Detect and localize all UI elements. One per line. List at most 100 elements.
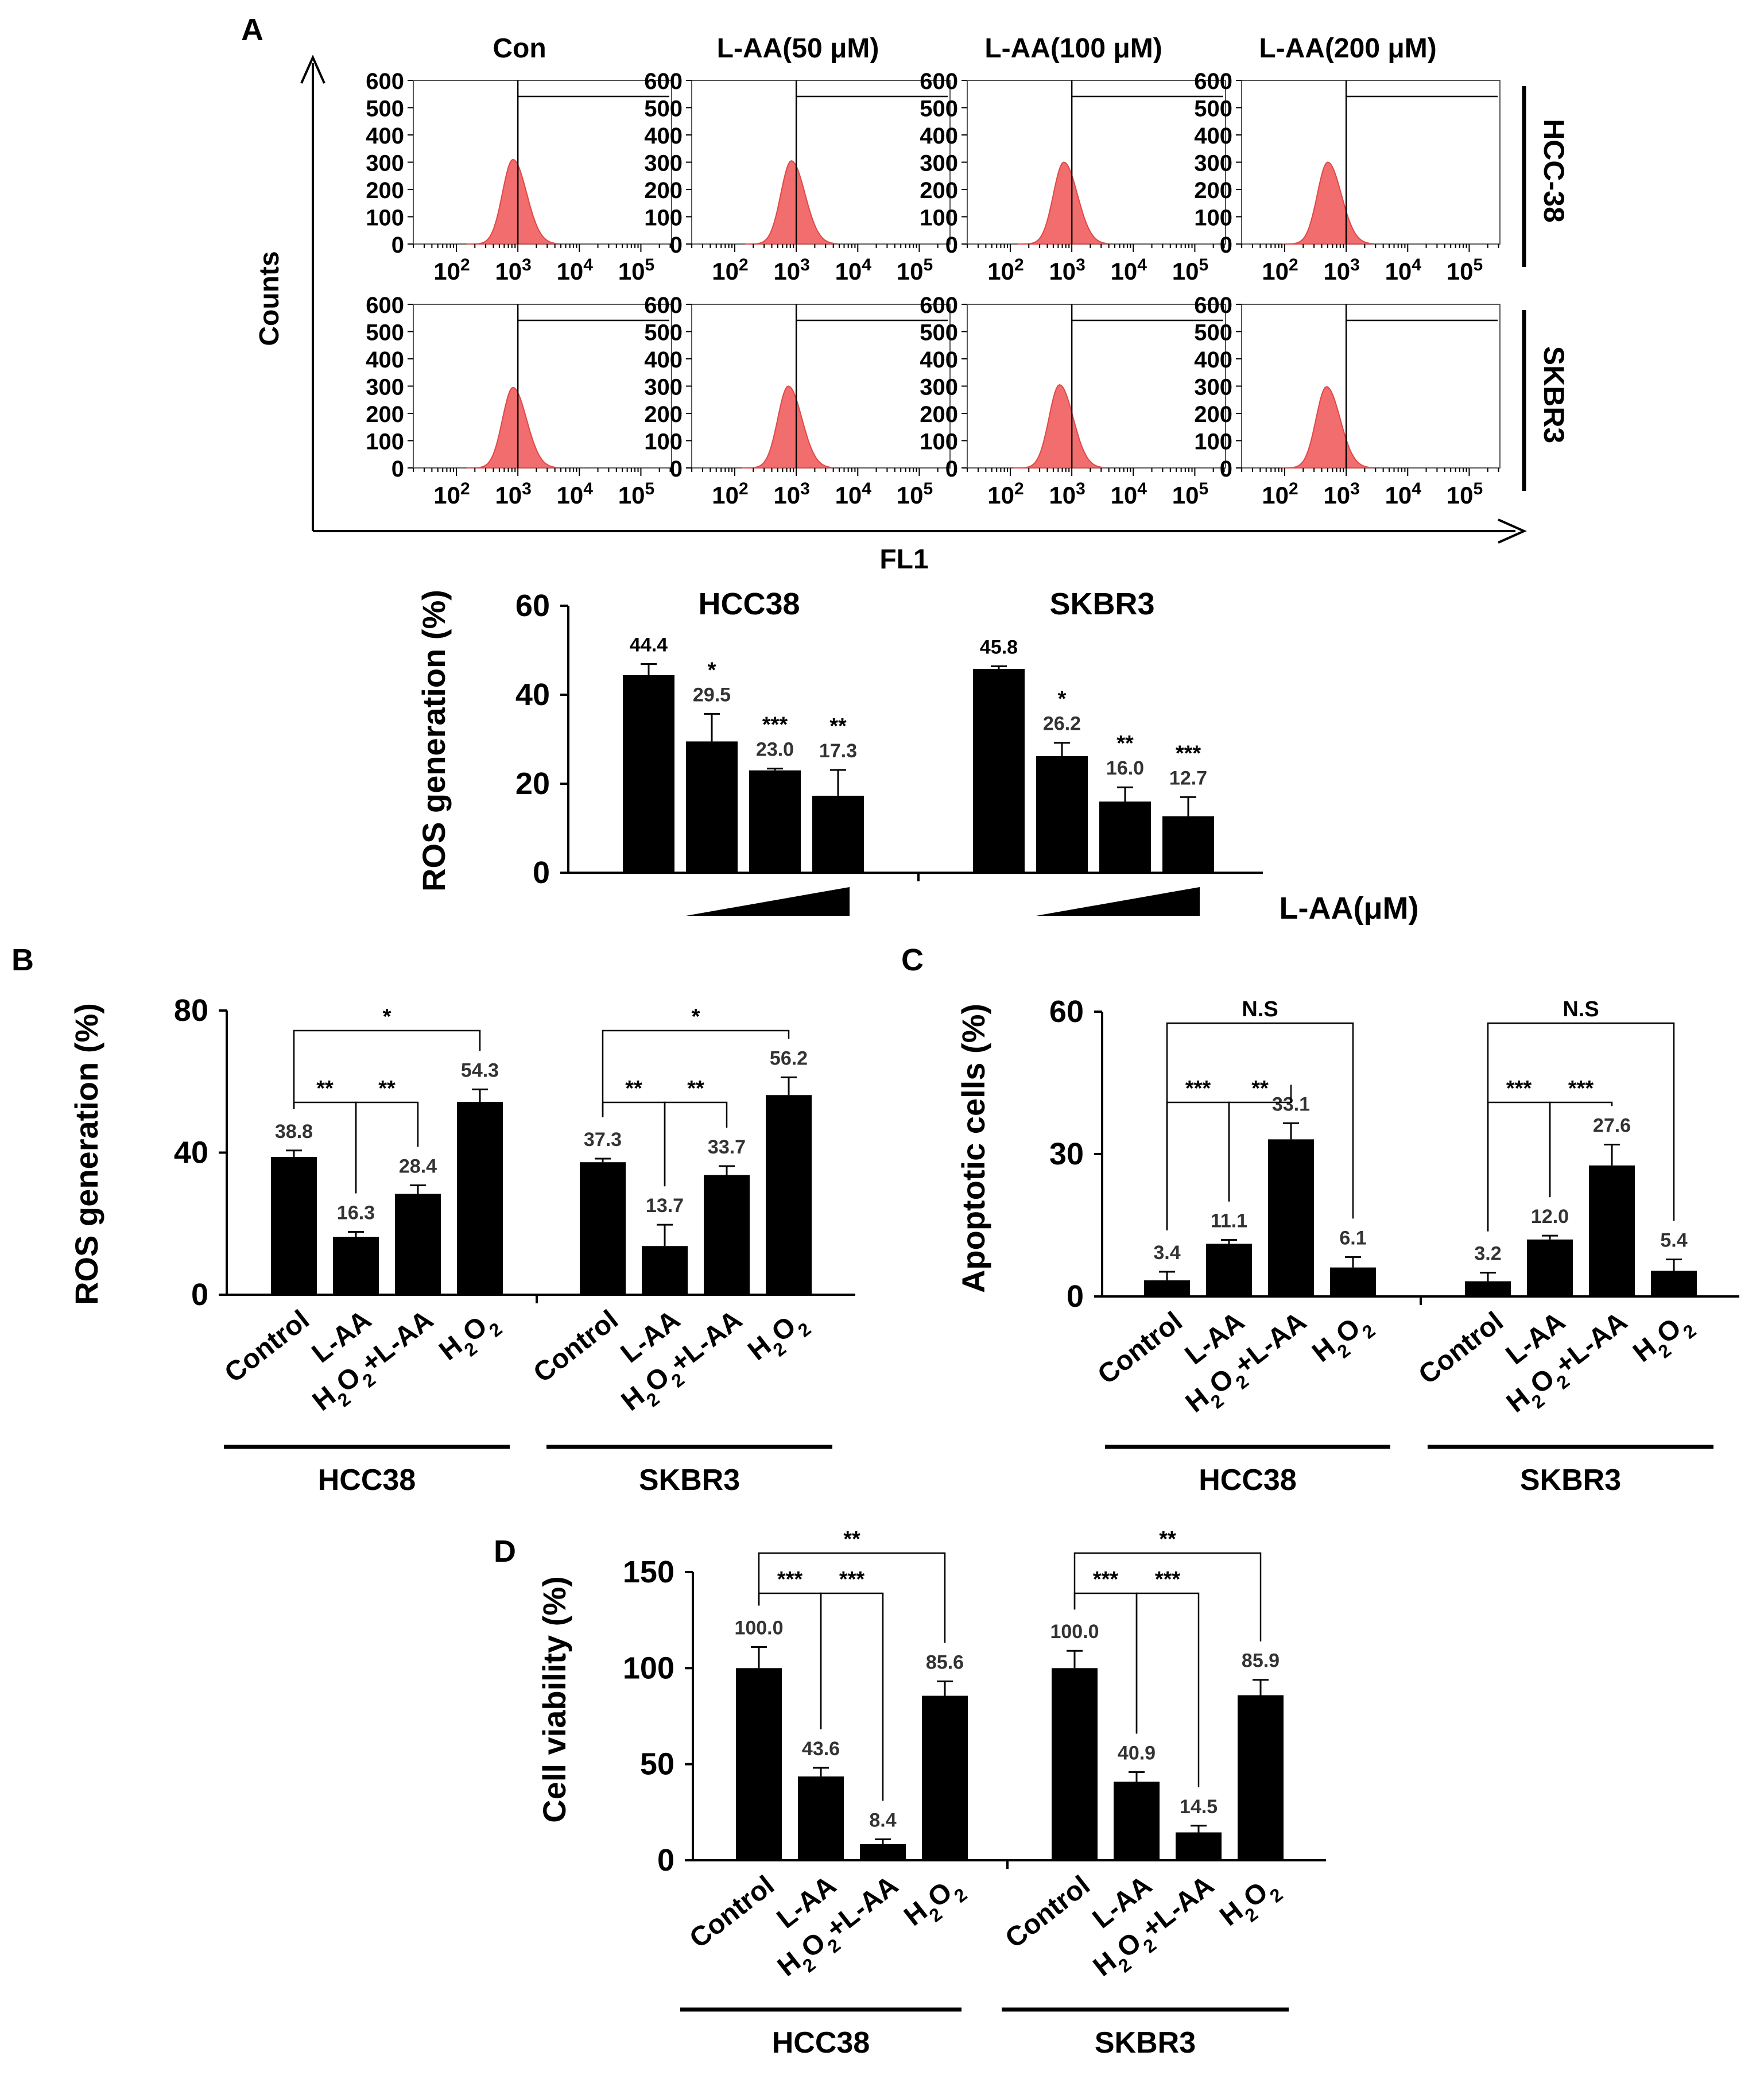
- significance-marker: ***: [1506, 1077, 1532, 1101]
- dose-wedge-icon: [686, 887, 850, 916]
- flow-y-tick-label: 500: [1194, 96, 1232, 122]
- bar: [860, 1844, 906, 1860]
- data-label: 85.6: [926, 1651, 964, 1673]
- flow-y-tick-label: 600: [920, 69, 958, 94]
- data-label: 12.0: [1531, 1206, 1569, 1228]
- data-label: 6.1: [1339, 1227, 1366, 1249]
- flow-y-tick-label: 600: [644, 69, 683, 94]
- flow-x-tick-label: 102: [987, 255, 1023, 285]
- data-label: 13.7: [646, 1195, 684, 1217]
- flow-x-tick-label: 103: [495, 479, 531, 509]
- tick-exponent: 5: [1473, 255, 1483, 274]
- flow-x-tick-label: 105: [618, 255, 654, 285]
- flow-cytometry-panel: FL1 Counts Con L-AA(50 μM) L-AA(100 μM) L-AA(…: [254, 33, 1570, 575]
- category-label: H2O2: [898, 1870, 971, 1938]
- y-tick-label: 30: [1049, 1137, 1084, 1171]
- significance-marker: *: [708, 658, 716, 682]
- label-part: +L-AA: [1550, 1306, 1633, 1381]
- flow-y-tick-label: 600: [644, 293, 683, 318]
- flow-x-tick-label: 102: [987, 479, 1023, 509]
- flow-y-tick-label: 300: [366, 151, 404, 176]
- tick-base: 10: [987, 482, 1014, 509]
- tick-base: 10: [773, 258, 800, 285]
- tick-base: 10: [1385, 482, 1412, 509]
- bar: [457, 1102, 503, 1295]
- bar: [704, 1175, 750, 1295]
- significance-bracket: [1549, 1101, 1613, 1198]
- bar: [271, 1156, 317, 1295]
- flow-x-axis-label: FL1: [879, 544, 928, 575]
- flow-plot-frame: [1241, 304, 1501, 469]
- flow-row-label: SKBR3: [1538, 346, 1570, 443]
- significance-bracket: [293, 1029, 481, 1109]
- tick-exponent: 3: [1350, 255, 1360, 274]
- tick-exponent: 3: [1076, 255, 1085, 274]
- tick-exponent: 3: [1350, 479, 1360, 498]
- bar: [1651, 1271, 1697, 1296]
- label-part: +L-AA: [821, 1870, 904, 1945]
- flow-y-tick-label: 0: [391, 233, 404, 258]
- panel-labels: A B C D: [11, 13, 924, 1569]
- tick-exponent: 5: [1473, 479, 1483, 498]
- data-label: 56.2: [770, 1047, 808, 1069]
- panel-a-bar-chart: 0 20 40 60 ROS generation (%) L-AA(μM) HCC38 44…: [416, 587, 1418, 926]
- flow-y-tick-label: 0: [670, 233, 683, 258]
- tick-base: 10: [835, 258, 862, 285]
- category-label: H2O2: [1627, 1306, 1700, 1375]
- bar: [1206, 1244, 1252, 1296]
- panel-label-c: C: [901, 943, 924, 977]
- y-tick-label: 40: [515, 678, 550, 712]
- flow-plot-frame: [967, 80, 1226, 245]
- flow-histogram: [1280, 386, 1373, 469]
- bar: [580, 1162, 626, 1295]
- flow-y-tick-label: 500: [366, 320, 404, 346]
- bar: [1162, 816, 1214, 873]
- data-label: 33.7: [708, 1136, 746, 1158]
- flow-y-tick-label: 400: [644, 347, 683, 373]
- group-title: HCC38: [698, 587, 800, 621]
- data-label: 44.4: [630, 634, 668, 656]
- label-part: +L-AA: [665, 1304, 748, 1379]
- tick-exponent: 3: [522, 479, 532, 498]
- tick-base: 10: [835, 482, 862, 509]
- flow-y-tick-label: 500: [644, 320, 683, 346]
- y-tick-label: 50: [640, 1747, 674, 1782]
- significance-marker: **: [1251, 1077, 1269, 1101]
- flow-x-tick-label: 104: [1385, 255, 1422, 285]
- tick-exponent: 2: [1014, 255, 1024, 274]
- y-axis-label: ROS generation (%): [68, 1003, 104, 1305]
- flow-x-axis-arrow-icon: [1498, 518, 1527, 544]
- significance-bracket: [355, 1101, 419, 1194]
- flow-row-label: HCC-38: [1538, 119, 1570, 223]
- category-label: H2O2: [433, 1304, 506, 1373]
- flow-y-tick-label: 600: [1194, 293, 1232, 318]
- y-axis-label: Apoptotic cells (%): [955, 1004, 991, 1293]
- flow-histogram: [467, 386, 559, 469]
- significance-bracket: [820, 1592, 884, 1801]
- significance-marker: ***: [762, 713, 788, 737]
- flow-y-tick-label: 100: [644, 206, 683, 231]
- tick-base: 10: [1447, 258, 1474, 285]
- flow-x-tick-label: 104: [835, 255, 872, 285]
- x-axis-label: L-AA(μM): [1280, 891, 1419, 926]
- flow-column-title: L-AA(50 μM): [717, 33, 879, 64]
- data-label: 37.3: [584, 1129, 622, 1151]
- significance-bracket: [1073, 1552, 1262, 1642]
- tick-exponent: 2: [1014, 479, 1024, 498]
- tick-base: 10: [897, 258, 924, 285]
- bar: [1330, 1267, 1376, 1296]
- group-name: HCC38: [1199, 1464, 1297, 1497]
- flow-x-tick-label: 105: [897, 479, 933, 509]
- flow-y-tick-label: 400: [366, 347, 404, 373]
- flow-y-tick-label: 0: [1220, 456, 1232, 482]
- category-label: Control: [1092, 1306, 1188, 1391]
- tick-base: 10: [712, 258, 739, 285]
- dose-wedge-icon: [1036, 887, 1200, 916]
- flow-plot-frame: [413, 80, 672, 245]
- flow-y-tick-label: 600: [1194, 69, 1232, 94]
- flow-y-tick-label: 200: [644, 178, 683, 203]
- bar: [922, 1695, 968, 1860]
- data-label: 5.4: [1660, 1230, 1687, 1252]
- bar: [1052, 1668, 1098, 1860]
- tick-exponent: 5: [645, 255, 654, 274]
